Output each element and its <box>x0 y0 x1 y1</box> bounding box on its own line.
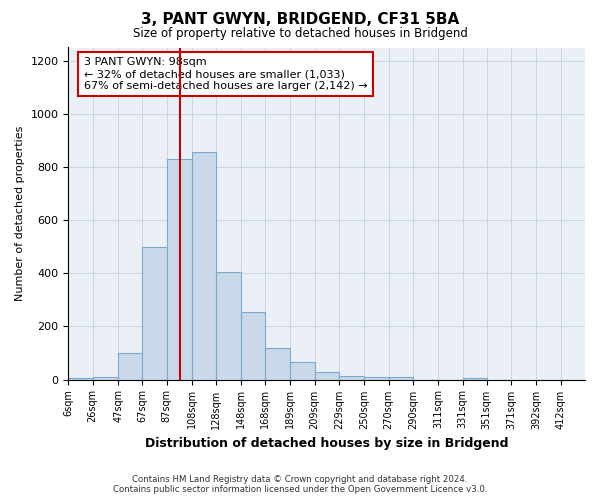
X-axis label: Distribution of detached houses by size in Bridgend: Distribution of detached houses by size … <box>145 437 508 450</box>
Bar <box>68 378 92 380</box>
Bar <box>364 377 389 380</box>
Text: 3, PANT GWYN, BRIDGEND, CF31 5BA: 3, PANT GWYN, BRIDGEND, CF31 5BA <box>141 12 459 28</box>
Bar <box>463 378 487 380</box>
Bar <box>192 152 217 380</box>
Bar <box>217 272 241 380</box>
Text: Contains HM Land Registry data © Crown copyright and database right 2024.
Contai: Contains HM Land Registry data © Crown c… <box>113 474 487 494</box>
Y-axis label: Number of detached properties: Number of detached properties <box>15 126 25 301</box>
Bar <box>265 348 290 380</box>
Bar <box>339 376 364 380</box>
Bar <box>389 377 413 380</box>
Text: 3 PANT GWYN: 98sqm
← 32% of detached houses are smaller (1,033)
67% of semi-deta: 3 PANT GWYN: 98sqm ← 32% of detached hou… <box>84 58 368 90</box>
Bar <box>167 159 192 380</box>
Bar <box>142 246 167 380</box>
Bar <box>314 372 339 380</box>
Bar <box>241 312 265 380</box>
Bar <box>92 377 118 380</box>
Bar <box>118 353 142 380</box>
Bar <box>290 362 314 380</box>
Text: Size of property relative to detached houses in Bridgend: Size of property relative to detached ho… <box>133 28 467 40</box>
